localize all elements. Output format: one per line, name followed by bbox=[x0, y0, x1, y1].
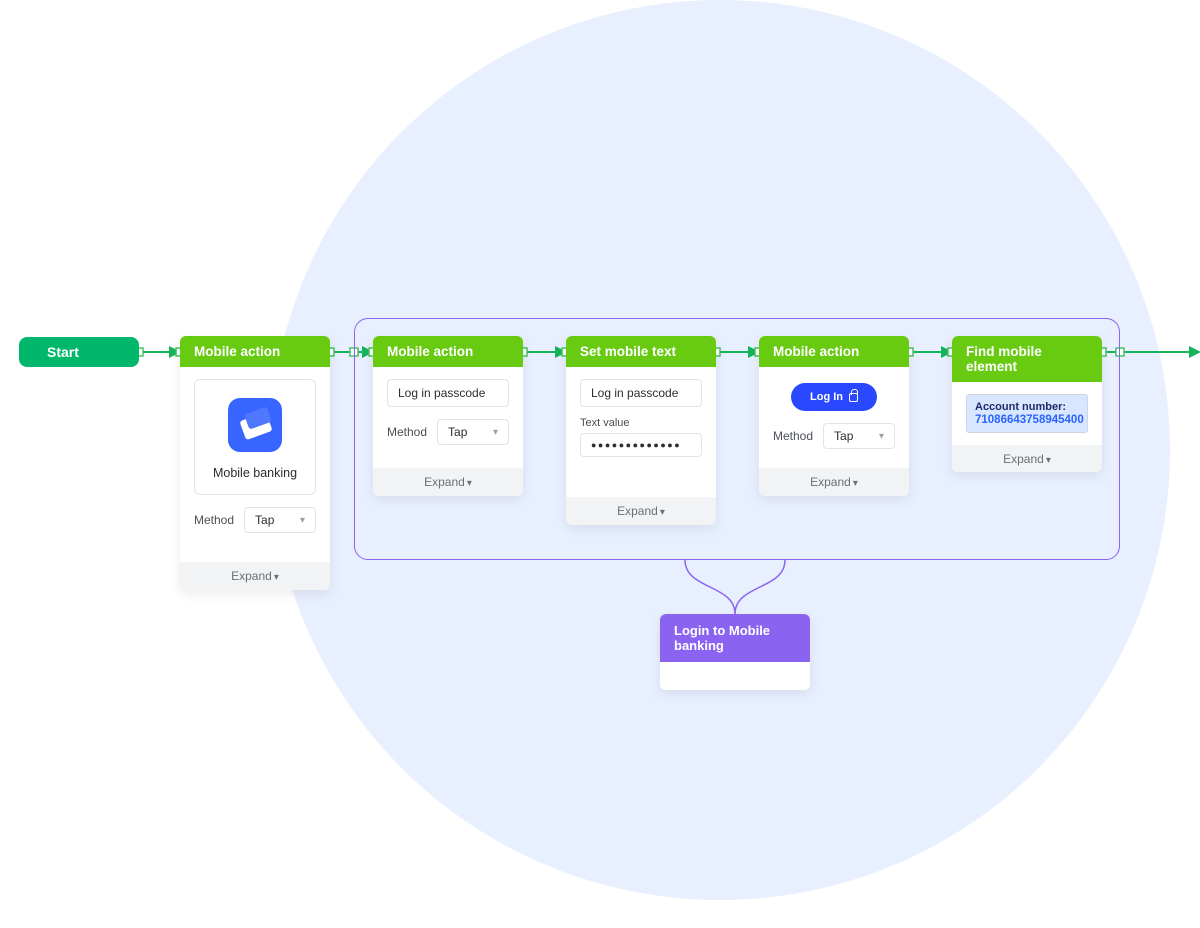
expand-toggle[interactable]: Expand▾ bbox=[180, 562, 330, 590]
text-value-input[interactable]: ●●●●●●●●●●●●● bbox=[580, 433, 702, 457]
method-select[interactable]: Tap▾ bbox=[244, 507, 316, 533]
account-value: 71086643758945400 bbox=[975, 414, 1079, 426]
found-element-preview: Account number: 71086643758945400 bbox=[966, 394, 1088, 433]
method-label: Method bbox=[194, 513, 234, 527]
node-n1[interactable]: Mobile action Mobile banking Method Tap▾… bbox=[180, 336, 330, 590]
account-label: Account number: bbox=[975, 401, 1079, 413]
method-label: Method bbox=[387, 425, 427, 439]
node-body: Account number: 71086643758945400 bbox=[952, 382, 1102, 445]
chevron-down-icon: ▾ bbox=[274, 572, 279, 583]
chevron-down-icon: ▾ bbox=[467, 478, 472, 489]
node-body: Mobile banking Method Tap▾ bbox=[180, 367, 330, 562]
node-title: Mobile action bbox=[759, 336, 909, 367]
chevron-down-icon: ▾ bbox=[660, 507, 665, 518]
target-field[interactable]: Log in passcode bbox=[387, 379, 509, 407]
chevron-down-icon: ▾ bbox=[493, 427, 498, 438]
lock-icon bbox=[849, 393, 858, 402]
start-node[interactable]: Start bbox=[19, 337, 139, 367]
node-title: Mobile action bbox=[180, 336, 330, 367]
mobile-banking-icon bbox=[228, 398, 282, 452]
node-n5[interactable]: Find mobile element Account number: 7108… bbox=[952, 336, 1102, 472]
chevron-down-icon: ▾ bbox=[1046, 455, 1051, 466]
flow-canvas: Start Login to Mobile banking Mobile act… bbox=[0, 0, 1200, 928]
chevron-down-icon: ▾ bbox=[879, 431, 884, 442]
chevron-down-icon: ▾ bbox=[853, 478, 858, 489]
node-n4[interactable]: Mobile action Log In Method Tap▾ Expand▾ bbox=[759, 336, 909, 496]
expand-toggle[interactable]: Expand▾ bbox=[952, 445, 1102, 472]
node-body: Log in passcode Text value ●●●●●●●●●●●●● bbox=[566, 367, 716, 497]
login-label: Log In bbox=[810, 391, 843, 403]
node-body: Log in passcode Method Tap▾ bbox=[373, 367, 523, 468]
start-label: Start bbox=[47, 344, 79, 360]
expand-toggle[interactable]: Expand▾ bbox=[759, 468, 909, 496]
text-value-label: Text value bbox=[580, 417, 702, 429]
target-field[interactable]: Log in passcode bbox=[580, 379, 702, 407]
group-card-body bbox=[660, 662, 810, 690]
method-select[interactable]: Tap▾ bbox=[823, 423, 895, 449]
app-preview: Mobile banking bbox=[194, 379, 316, 495]
group-label: Login to Mobile banking bbox=[660, 614, 810, 662]
method-select[interactable]: Tap▾ bbox=[437, 419, 509, 445]
login-preview-button: Log In bbox=[791, 383, 877, 411]
node-n3[interactable]: Set mobile text Log in passcode Text val… bbox=[566, 336, 716, 525]
group-label-card[interactable]: Login to Mobile banking bbox=[660, 614, 810, 690]
node-title: Mobile action bbox=[373, 336, 523, 367]
expand-toggle[interactable]: Expand▾ bbox=[566, 497, 716, 525]
node-title: Find mobile element bbox=[952, 336, 1102, 382]
node-n2[interactable]: Mobile action Log in passcode Method Tap… bbox=[373, 336, 523, 496]
node-body: Log In Method Tap▾ bbox=[759, 367, 909, 468]
method-label: Method bbox=[773, 429, 813, 443]
app-label: Mobile banking bbox=[205, 466, 305, 480]
chevron-down-icon: ▾ bbox=[300, 515, 305, 526]
node-title: Set mobile text bbox=[566, 336, 716, 367]
expand-toggle[interactable]: Expand▾ bbox=[373, 468, 523, 496]
